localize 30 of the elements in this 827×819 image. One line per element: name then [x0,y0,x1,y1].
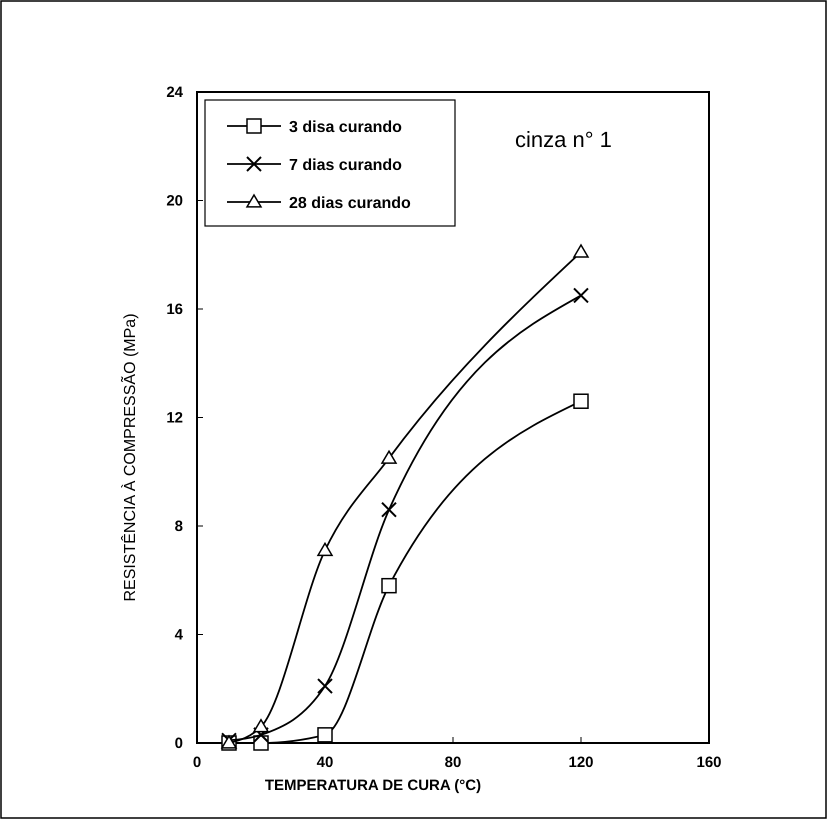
point [573,244,589,258]
point [317,727,333,743]
legend-label: 28 dias curando [289,195,412,212]
y-tick-label: 8 [174,518,183,535]
y-axis-title: RESISTÊNCIA À COMPRESSÃO (MPa) [120,313,139,602]
point [381,578,397,594]
point [317,542,333,556]
point [573,287,589,304]
x-tick-label: 0 [192,754,202,771]
point [253,718,269,732]
y-tick-label: 16 [166,301,183,318]
point [317,678,333,694]
y-tick-label: 12 [166,410,183,426]
y-tick-label: 4 [174,626,184,644]
legend-label: 7 dias curando [289,157,402,174]
y-tick-label: 0 [174,735,183,752]
y-tick-label: 24 [166,84,184,101]
x-tick-label: 80 [444,754,462,771]
point [381,502,397,518]
annotation: cinza n° 1 [515,127,612,152]
x-tick-label: 160 [696,754,722,771]
point [381,450,397,464]
legend-label: 3 disa curando [289,119,402,136]
x-axis-title: TEMPERATURA DE CURA (°C) [264,777,482,794]
x-tick-label: 120 [568,754,594,771]
x-tick-label: 40 [316,754,334,771]
point [253,726,269,743]
point [573,393,589,409]
point [221,732,237,748]
y-tick-label: 20 [166,192,183,210]
